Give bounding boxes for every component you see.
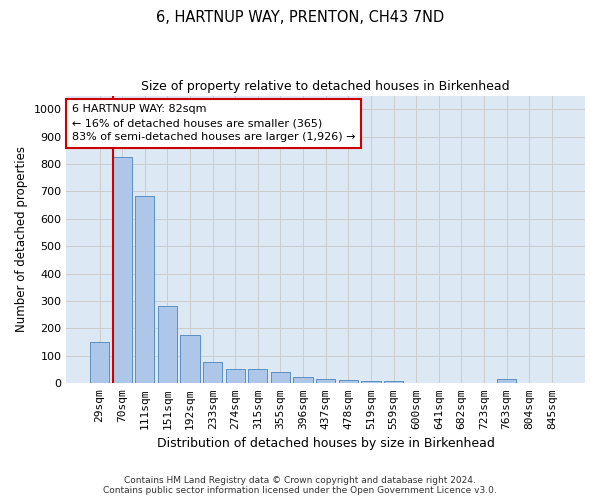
Bar bbox=[158, 306, 177, 384]
Bar bbox=[271, 372, 290, 384]
Bar bbox=[90, 342, 109, 384]
Bar bbox=[203, 362, 222, 384]
Title: Size of property relative to detached houses in Birkenhead: Size of property relative to detached ho… bbox=[142, 80, 510, 93]
Bar bbox=[361, 380, 380, 384]
Bar bbox=[135, 196, 154, 384]
Bar bbox=[293, 378, 313, 384]
Bar bbox=[384, 380, 403, 384]
Text: 6, HARTNUP WAY, PRENTON, CH43 7ND: 6, HARTNUP WAY, PRENTON, CH43 7ND bbox=[156, 10, 444, 25]
Bar bbox=[113, 157, 132, 384]
Text: Contains HM Land Registry data © Crown copyright and database right 2024.
Contai: Contains HM Land Registry data © Crown c… bbox=[103, 476, 497, 495]
Bar bbox=[497, 380, 516, 384]
X-axis label: Distribution of detached houses by size in Birkenhead: Distribution of detached houses by size … bbox=[157, 437, 494, 450]
Bar bbox=[248, 369, 268, 384]
Bar bbox=[316, 380, 335, 384]
Text: 6 HARTNUP WAY: 82sqm
← 16% of detached houses are smaller (365)
83% of semi-deta: 6 HARTNUP WAY: 82sqm ← 16% of detached h… bbox=[71, 104, 355, 142]
Bar bbox=[339, 380, 358, 384]
Bar bbox=[226, 369, 245, 384]
Y-axis label: Number of detached properties: Number of detached properties bbox=[15, 146, 28, 332]
Bar bbox=[181, 336, 200, 384]
